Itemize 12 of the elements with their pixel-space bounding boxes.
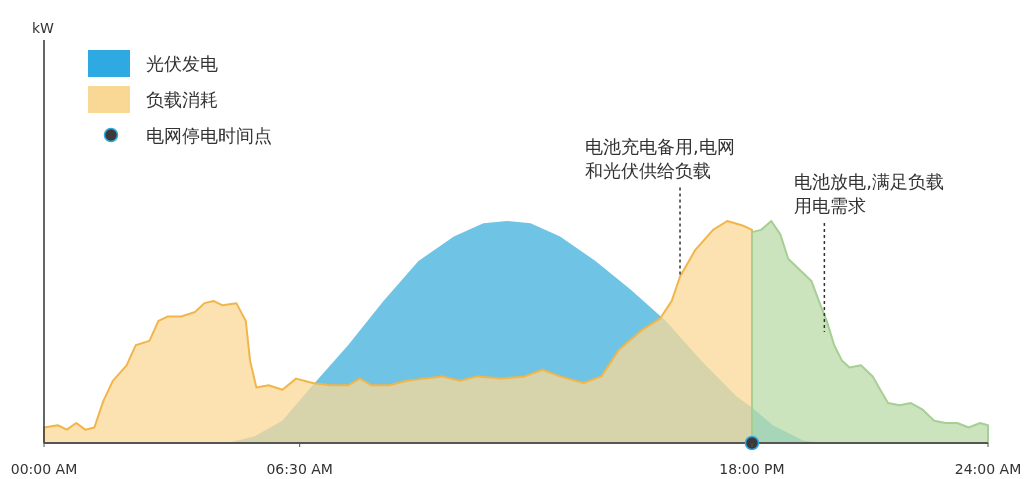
x-tick-label: 00:00 AM (10, 461, 78, 477)
annotation: 电池充电备用,电网和光伏供给负载 (585, 135, 735, 278)
x-tick-label: 24:00 AM (954, 461, 1022, 477)
annotation: 电池充电备用,电网和光伏供给负载 (585, 135, 735, 181)
annotation: kW (32, 20, 54, 36)
legend-label: 光伏发电 (146, 53, 218, 74)
annotation: 电池放电,满足负载用电需求 (794, 171, 945, 333)
legend-label: 电网停电时间点 (146, 125, 272, 146)
x-tick-label: 18:00 PM (719, 461, 785, 477)
legend-label: 负载消耗 (146, 89, 218, 110)
annotation: 电池放电,满足负载用电需求 (794, 171, 945, 216)
x-tick-label: 06:30 AM (266, 461, 333, 477)
